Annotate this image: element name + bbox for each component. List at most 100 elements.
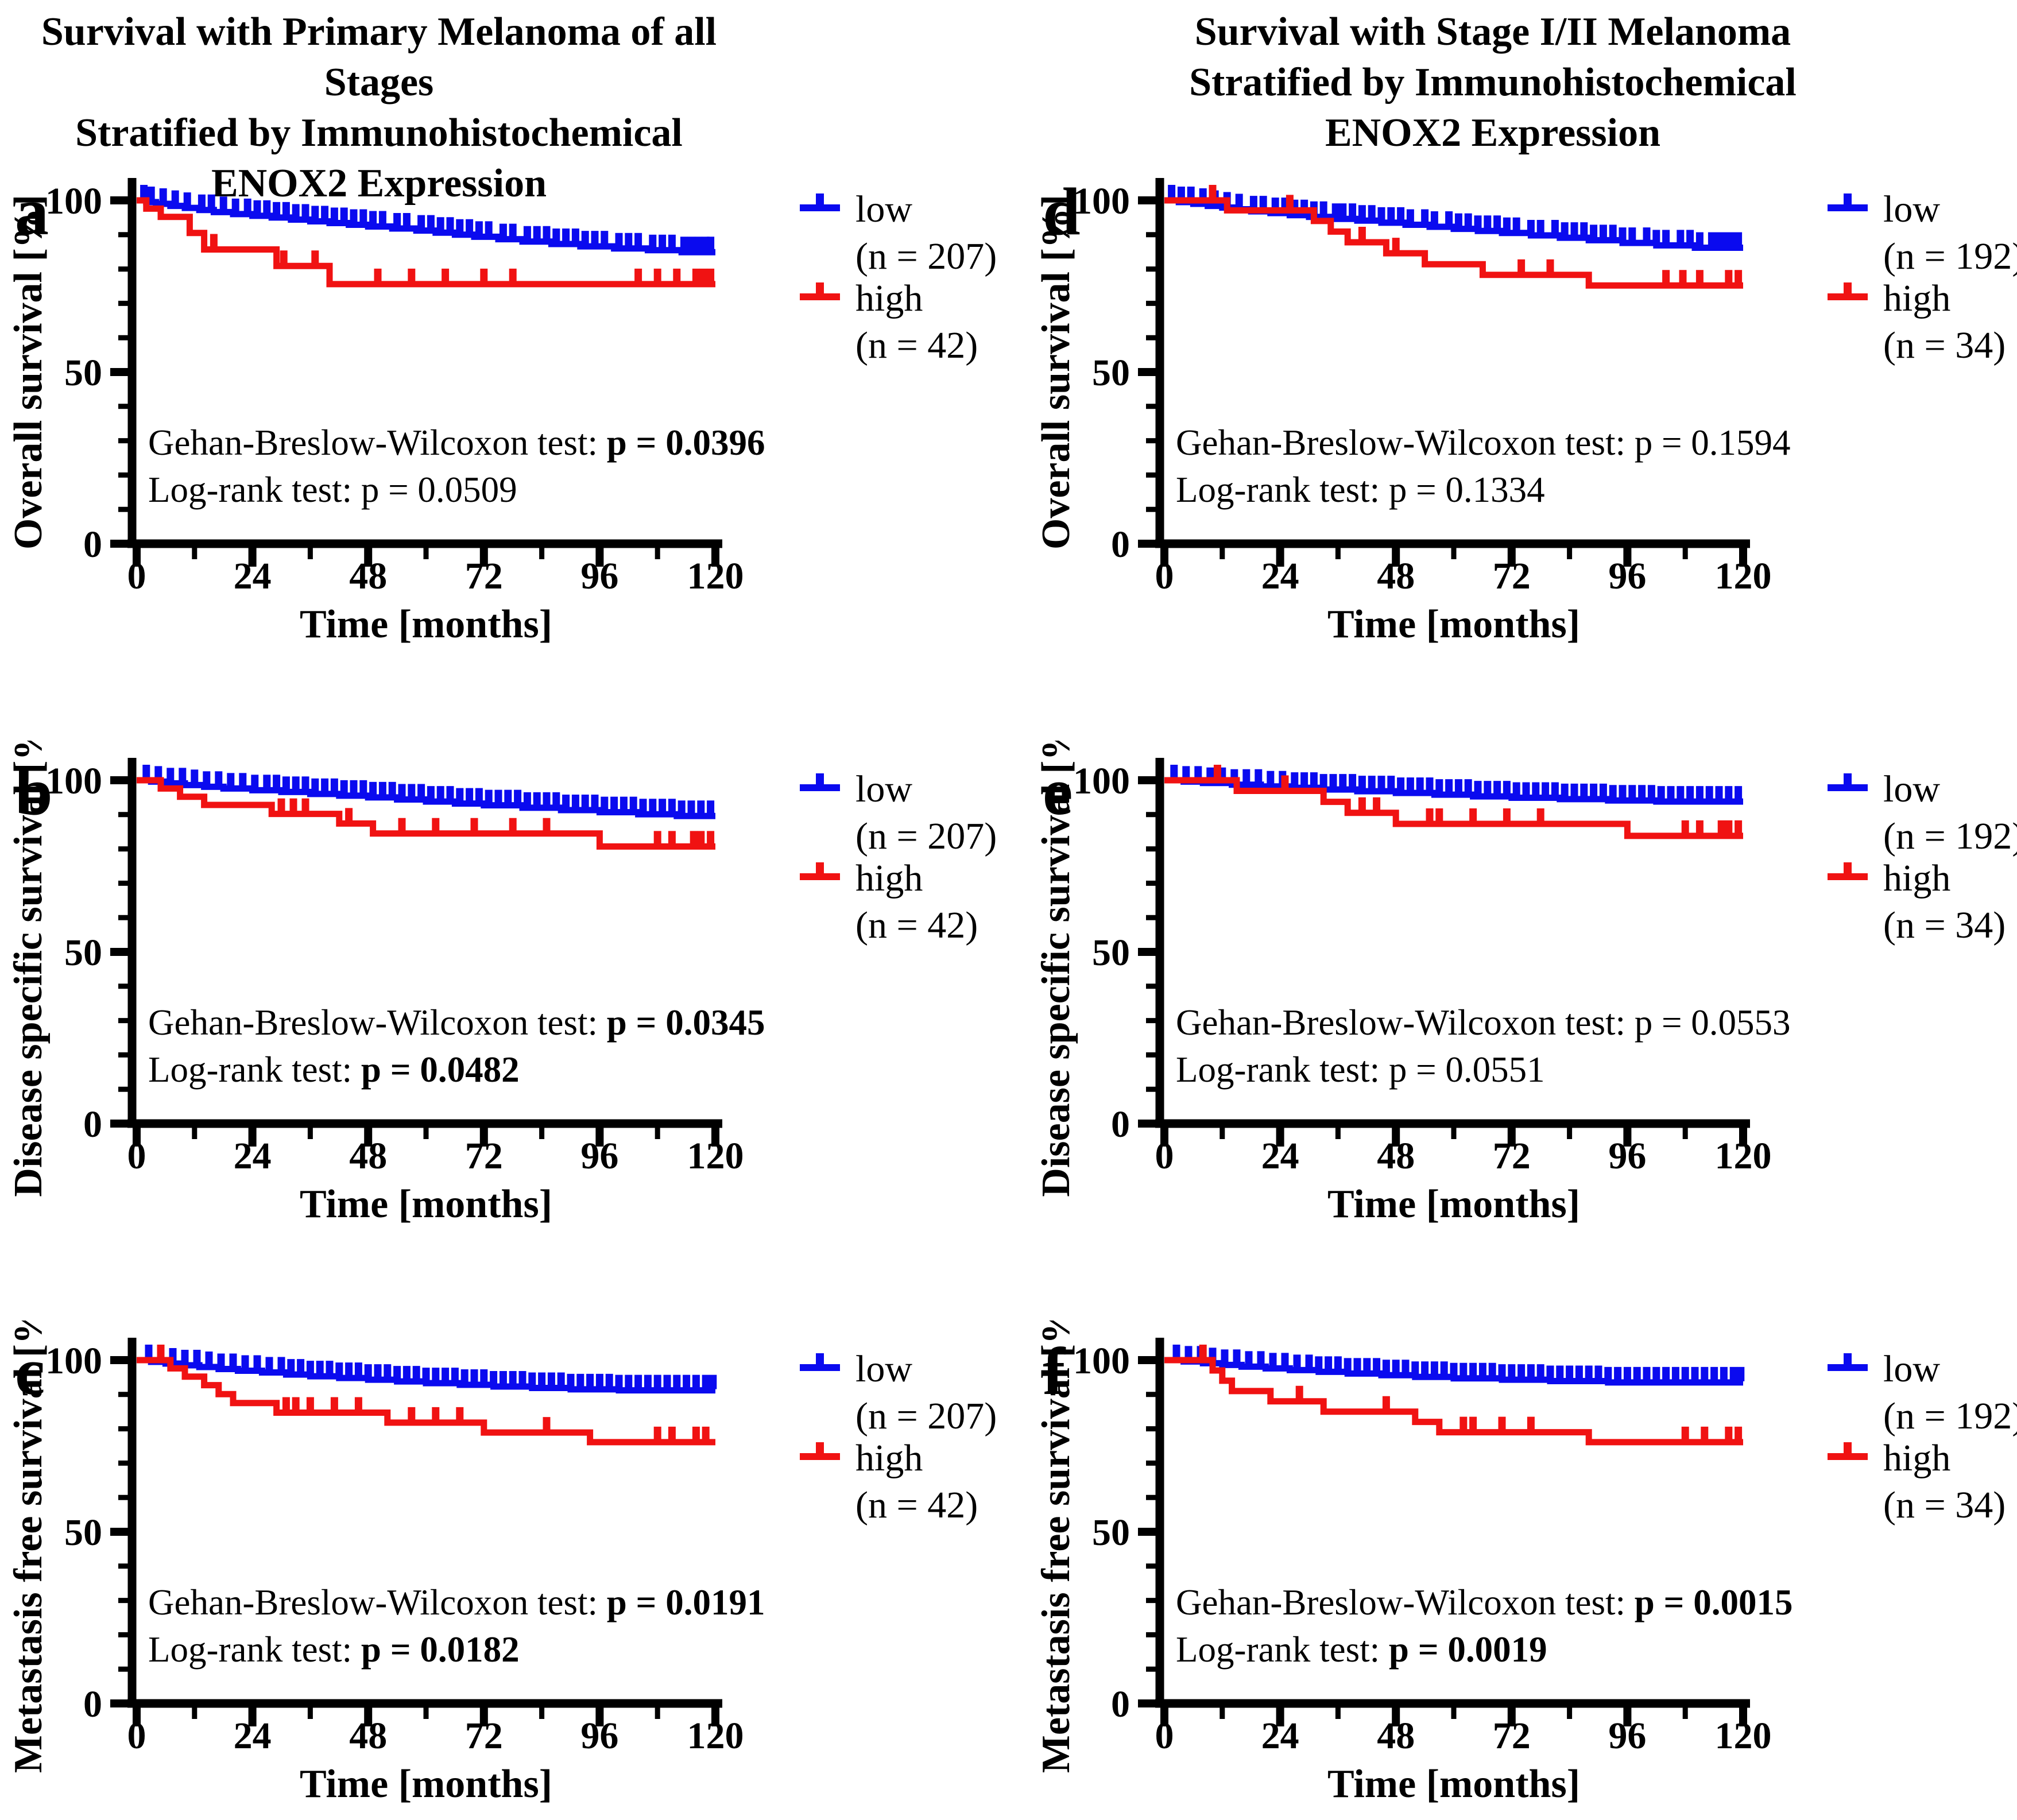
column-title-left: Survival with Primary Melanoma of all St… [17,7,741,209]
x-tick-label: 24 [234,1135,272,1177]
x-tick-label: 48 [1377,555,1415,597]
x-axis-title: Time [months] [300,1182,552,1226]
x-tick-label: 48 [349,555,387,597]
stats-prefix: Log-rank test: [1176,1050,1389,1090]
x-tick-label: 48 [349,1135,387,1177]
x-tick-label: 96 [1608,1135,1646,1177]
y-tick-label: 100 [1073,760,1130,802]
legend-label: low [855,768,912,810]
stats-prefix: Log-rank test: [148,1629,361,1670]
stats-prefix: Gehan-Breslow-Wilcoxon test: [148,1582,607,1622]
x-axis-title: Time [months] [1327,602,1580,646]
y-tick-label: 0 [1111,1103,1130,1145]
y-axis-title: Overall survival [%] [1034,195,1078,549]
legend-n-label: (n = 192) [1883,235,2017,277]
km-curve-high [137,197,715,288]
legend-label: low [855,1348,912,1390]
x-tick-label: 0 [1155,1715,1174,1757]
stats-line: Log-rank test: p = 0.0182 [148,1629,520,1670]
x-tick-label: 96 [1608,555,1646,597]
km-curve-high [137,1357,715,1446]
y-tick-label: 100 [45,1340,102,1382]
x-tick-label: 120 [687,1135,744,1177]
stats-p-value: p = 0.0551 [1389,1050,1545,1090]
stats-prefix: Log-rank test: [1176,1629,1389,1670]
panel-letter: b [15,754,53,829]
km-series-high [137,197,715,288]
km-series-high [137,777,715,850]
x-tick-label: 120 [1715,1715,1772,1757]
legend-label: high [855,277,923,319]
y-tick-label: 0 [1111,1683,1130,1725]
km-series-high [1164,185,1743,289]
x-tick-label: 96 [580,555,618,597]
km-curve-high [1164,777,1743,839]
axes [1138,758,1750,1147]
km-curve-low [137,197,715,255]
legend-n-label: (n = 42) [855,904,978,946]
x-tick-label: 96 [580,1715,618,1757]
legend-label: high [1883,1437,1950,1479]
stats-p-value: p = 0.0345 [607,1002,765,1043]
stats-p-value: p = 0.0482 [361,1050,520,1090]
km-curve-low [137,777,715,819]
legend-label: high [855,1437,923,1479]
x-tick-label: 0 [127,555,146,597]
x-tick-label: 72 [1493,1715,1531,1757]
y-tick-label: 50 [64,1512,102,1554]
legend-label: low [1883,188,1940,230]
x-tick-label: 72 [465,1715,503,1757]
x-tick-label: 48 [1377,1715,1415,1757]
panel-e-chart: e 0 50 100 0 24 48 72 96 120 Disease specific surv… [1034,741,2017,1226]
legend-n-label: (n = 192) [1883,815,2017,857]
panel-c-chart: c 0 50 100 0 24 48 72 96 120 Metastasis free survi… [6,1321,997,1806]
stats-line: Log-rank test: p = 0.1334 [1176,470,1545,510]
y-tick-label: 100 [45,760,102,802]
stats-prefix: Log-rank test: [148,1050,361,1090]
axes [1138,178,1750,567]
legend-n-label: (n = 34) [1883,324,2006,366]
x-tick-label: 48 [349,1715,387,1757]
km-series-low [1164,185,1743,251]
legend: low (n = 192)high (n = 34) [1828,188,2017,366]
km-curve-low [1164,197,1743,251]
legend-n-label: (n = 207) [855,815,997,857]
legend: low (n = 207)high (n = 42) [800,188,997,366]
stats-prefix: Log-rank test: [148,470,361,510]
legend-label: low [855,188,912,230]
legend-label: low [1883,1348,1940,1390]
y-tick-label: 50 [64,352,102,394]
legend: low (n = 192)high (n = 34) [1828,768,2017,946]
stats-prefix: Gehan-Breslow-Wilcoxon test: [1176,1002,1635,1043]
legend: low (n = 207)high (n = 42) [800,768,997,946]
title-line: Stratified by Immunohistochemical [1189,60,1797,104]
x-tick-label: 96 [580,1135,618,1177]
legend-n-label: (n = 34) [1883,1484,2006,1526]
x-tick-label: 24 [1261,1715,1299,1757]
y-axis-title: Overall survival [%] [6,195,51,549]
panel-letter: f [1043,1334,1066,1409]
legend-n-label: (n = 42) [855,1484,978,1526]
y-tick-label: 50 [1092,352,1130,394]
stats-line: Log-rank test: p = 0.0509 [148,470,517,510]
km-curve-low [1164,1357,1743,1386]
km-series-low [137,765,715,819]
y-tick-label: 50 [64,932,102,974]
x-tick-label: 72 [465,1135,503,1177]
km-series-low [137,185,715,255]
axes [1138,1338,1750,1726]
x-tick-label: 24 [234,555,272,597]
title-line: Survival with Stage I/II Melanoma [1194,10,1791,54]
title-line: Stratified by Immunohistochemical [75,111,683,155]
y-axis-title: Disease specific survival [%] [6,741,51,1197]
panel-a-chart: a 0 50 100 0 24 48 72 96 120 Overall survival [%] T… [6,174,997,646]
x-tick-label: 0 [127,1135,146,1177]
stats-p-value: p = 0.0553 [1635,1002,1791,1043]
stats-line: Gehan-Breslow-Wilcoxon test: p = 0.0345 [148,1002,765,1043]
km-series-high [1164,765,1743,839]
x-tick-label: 72 [465,555,503,597]
km-series-low [137,1345,717,1394]
y-axis-title: Disease specific survival [%] [1034,741,1078,1197]
stats-prefix: Gehan-Breslow-Wilcoxon test: [148,1002,607,1043]
x-axis-title: Time [months] [300,1762,552,1806]
